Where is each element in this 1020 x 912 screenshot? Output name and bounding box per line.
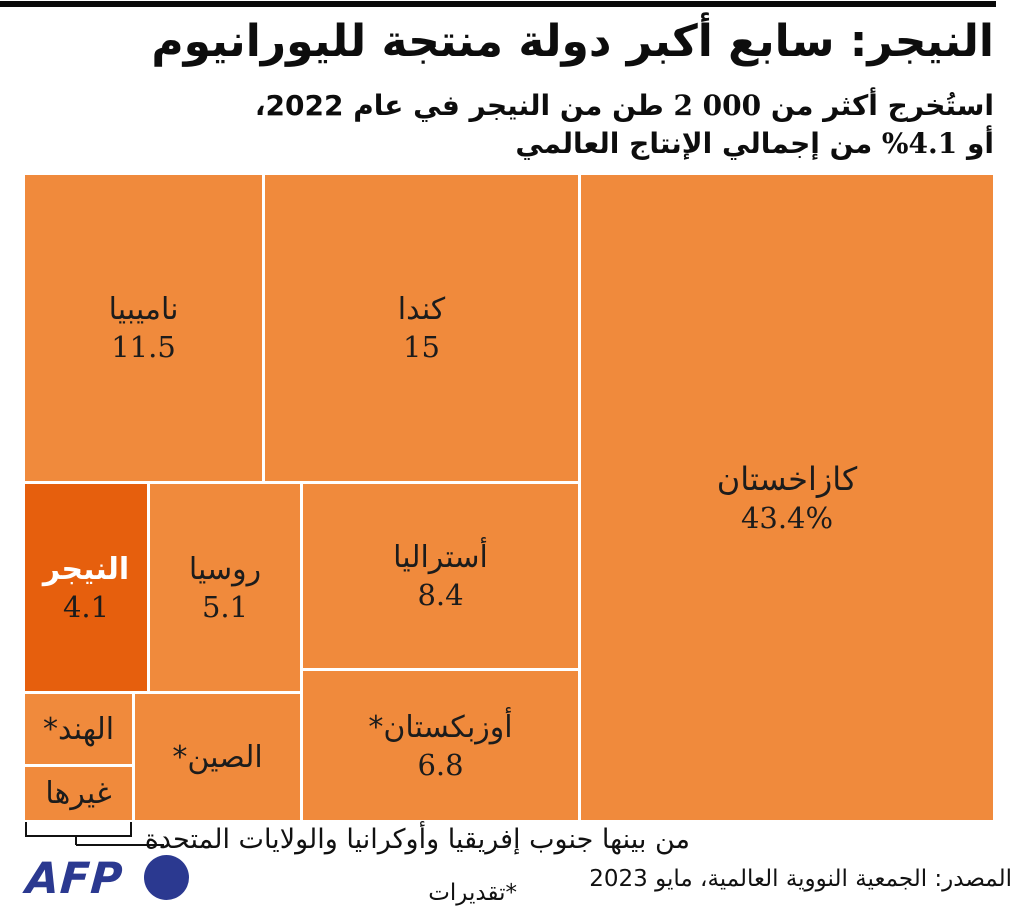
page-title: النيجر: سابع أكبر دولة منتجة لليورانيوم (151, 16, 994, 67)
treemap-block-uzbekistan: أوزبكستان* 6.8 (303, 671, 578, 820)
subtitle-line-1: استُخرج أكثر من 2 000 طن من النيجر في عا… (40, 89, 994, 122)
block-value: 4.1 (62, 589, 110, 624)
block-label: كازاخستان (716, 459, 858, 498)
others-footnote: من بينها جنوب إفريقيا وأوكرانيا والولايا… (144, 824, 690, 855)
treemap-block-canada: كندا 15 (265, 175, 578, 481)
treemap-block-namibia: ناميبيا 11.5 (25, 175, 262, 481)
treemap-block-others: غيرها (25, 767, 132, 820)
treemap-block-australia: أستراليا 8.4 (303, 484, 578, 668)
block-value: 5.1 (201, 589, 249, 624)
block-label: ناميبيا (108, 292, 179, 328)
block-value: 15 (403, 330, 440, 365)
treemap-block-china: الصين* (135, 694, 300, 820)
others-bracket (25, 822, 132, 837)
block-label: روسيا (188, 551, 262, 587)
top-rule (0, 1, 996, 7)
treemap-block-kazakhstan: كازاخستان 43.4% (581, 175, 993, 820)
subtitle-1-pre: استُخرج أكثر من (770, 89, 994, 122)
afp-globe-icon (144, 855, 189, 900)
subtitle-2-percent: %4.1 (881, 127, 958, 160)
afp-logo: AFP (24, 852, 206, 904)
block-value: 6.8 (417, 747, 464, 782)
block-label: أوزبكستان* (368, 709, 513, 745)
subtitle-line-2: أو %4.1 من إجمالي الإنتاج العالمي (40, 127, 994, 160)
block-value: 8.4 (417, 578, 464, 613)
others-bracket-connector (76, 844, 164, 846)
subtitle-2-post: من إجمالي الإنتاج العالمي (515, 127, 873, 160)
source-credit: المصدر: الجمعية النووية العالمية، مايو 2… (589, 866, 1012, 892)
block-label: النيجر (42, 551, 130, 587)
others-bracket-stub (75, 835, 77, 845)
block-label: غيرها (45, 776, 112, 811)
treemap-block-russia: روسيا 5.1 (150, 484, 300, 691)
block-label: الصين* (172, 739, 263, 775)
block-value: 11.5 (111, 330, 176, 365)
estimates-footnote: *تقديرات (428, 880, 517, 906)
treemap-block-niger-highlighted: النيجر 4.1 (25, 484, 147, 691)
block-label: كندا (397, 292, 446, 328)
afp-logo-text: AFP (24, 854, 125, 904)
treemap-chart: كازاخستان 43.4% كندا 15 ناميبيا 11.5 أست… (25, 175, 993, 820)
block-value: 43.4% (740, 500, 834, 535)
subtitle-2-pre: أو (966, 127, 994, 160)
subtitle-1-post: طن من النيجر في عام 2022، (254, 89, 664, 122)
block-label: الهند* (42, 711, 115, 747)
block-label: أستراليا (393, 540, 488, 576)
treemap-block-india: الهند* (25, 694, 132, 764)
subtitle-1-number: 2 000 (673, 89, 762, 122)
